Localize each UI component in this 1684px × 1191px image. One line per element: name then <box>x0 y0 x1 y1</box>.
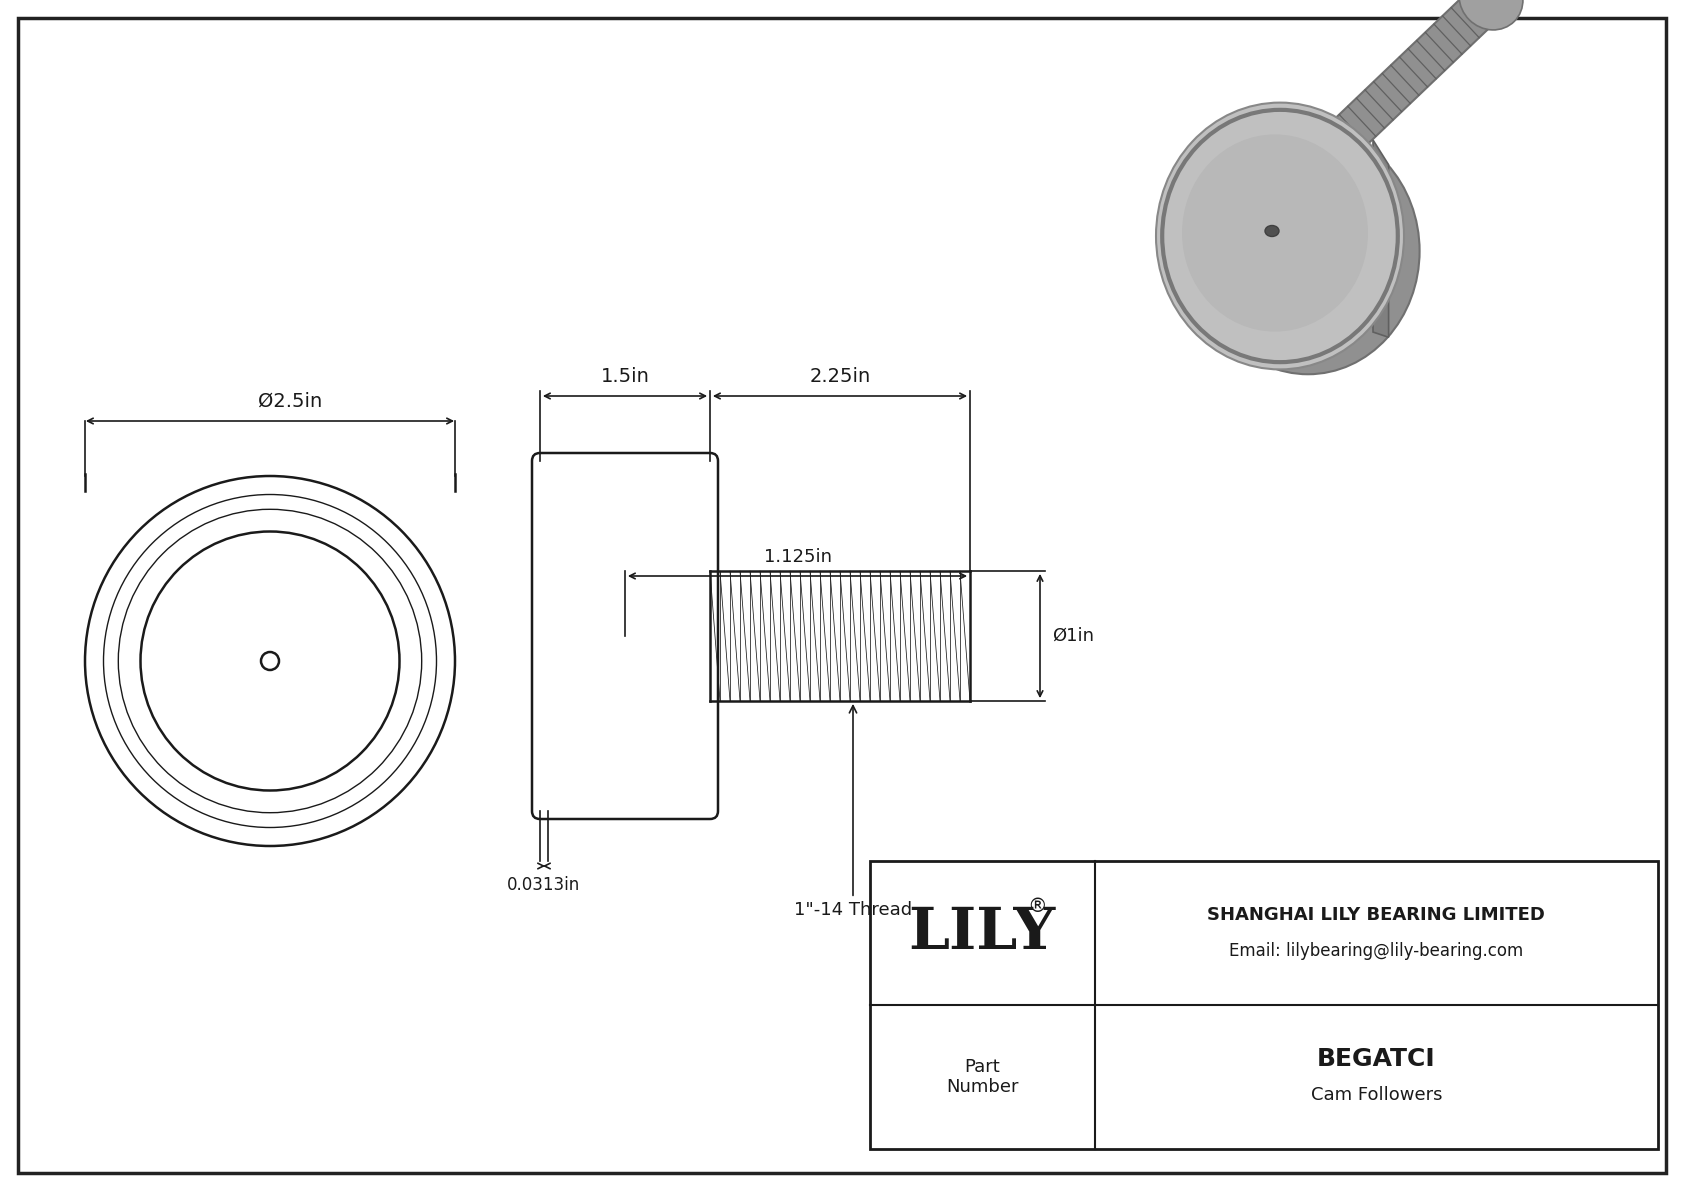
Text: 2.25in: 2.25in <box>810 367 871 386</box>
Text: Ø1in: Ø1in <box>1052 626 1095 646</box>
Text: 1"-14 Thread: 1"-14 Thread <box>793 705 913 919</box>
Text: Ø2.5in: Ø2.5in <box>258 392 322 411</box>
Ellipse shape <box>1182 135 1367 331</box>
Ellipse shape <box>1155 102 1404 369</box>
Text: LILY: LILY <box>909 905 1056 961</box>
Text: SHANGHAI LILY BEARING LIMITED: SHANGHAI LILY BEARING LIMITED <box>1207 906 1546 924</box>
Ellipse shape <box>1458 0 1522 30</box>
Text: 1.5in: 1.5in <box>601 367 650 386</box>
Polygon shape <box>1322 0 1505 161</box>
Ellipse shape <box>1265 225 1280 237</box>
Text: ®: ® <box>1027 898 1047 917</box>
Ellipse shape <box>1196 127 1420 374</box>
Text: Part
Number: Part Number <box>946 1058 1019 1097</box>
Text: Email: lilybearing@lily-bearing.com: Email: lilybearing@lily-bearing.com <box>1229 942 1524 960</box>
Text: 0.0313in: 0.0313in <box>507 877 581 894</box>
Text: BEGATCI: BEGATCI <box>1317 1047 1435 1071</box>
Text: Cam Followers: Cam Followers <box>1310 1086 1442 1104</box>
Text: 1.125in: 1.125in <box>763 548 832 566</box>
Polygon shape <box>1372 141 1389 337</box>
